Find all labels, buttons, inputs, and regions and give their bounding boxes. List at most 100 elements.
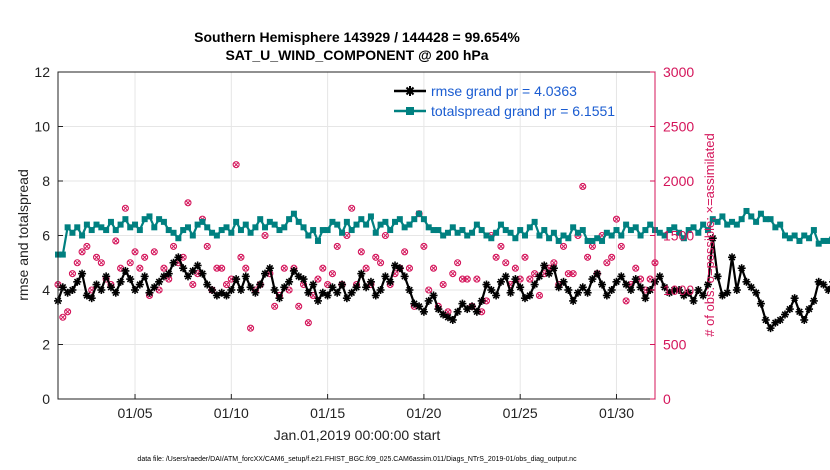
totalspread-point: [777, 221, 784, 228]
totalspread-point: [420, 216, 427, 223]
obs-point: [381, 231, 389, 240]
totalspread-point: [223, 224, 230, 231]
rmse-point: [145, 288, 154, 297]
totalspread-point: [748, 213, 755, 220]
x-tick-label: 01/10: [214, 405, 249, 421]
rmse-point: [299, 275, 308, 284]
totalspread-point: [271, 221, 278, 228]
rmse-point: [270, 286, 279, 294]
rmse-point: [362, 283, 371, 292]
x-tick-label: 01/30: [599, 405, 634, 421]
rmse-point: [540, 261, 549, 270]
totalspread-point: [348, 227, 355, 234]
y-left-tick-label: 6: [42, 228, 50, 244]
rmse-point: [246, 283, 255, 292]
totalspread-point: [213, 232, 220, 239]
totalspread-point: [801, 232, 808, 239]
obs-point: [121, 204, 129, 212]
totalspread-point: [767, 216, 774, 223]
totalspread-point: [483, 232, 490, 239]
totalspread-point: [127, 224, 134, 231]
totalspread-point: [416, 210, 423, 217]
totalspread-point: [493, 229, 500, 236]
obs-point: [222, 280, 231, 289]
rmse-point: [386, 277, 395, 286]
chart-title-line1: Southern Hemisphere 143929 / 144428 = 99…: [194, 29, 520, 45]
obs-point: [232, 161, 240, 169]
totalspread-point: [497, 221, 504, 228]
rmse-point: [150, 283, 159, 292]
rmse-point: [193, 261, 202, 270]
totalspread-point: [565, 235, 572, 242]
totalspread-point: [199, 218, 206, 225]
obs-point: [492, 253, 500, 261]
rmse-point: [655, 272, 664, 281]
rmse-point: [338, 280, 347, 289]
totalspread-point: [324, 227, 331, 234]
totalspread-point: [305, 232, 312, 239]
rmse-point: [73, 277, 82, 286]
totalspread-point: [146, 213, 153, 220]
totalspread-point: [695, 229, 702, 236]
obs-point: [213, 264, 221, 272]
y-right-tick-label: 0: [663, 391, 671, 407]
totalspread-point: [406, 221, 413, 228]
obs-point: [584, 253, 592, 261]
obs-point: [319, 264, 327, 272]
totalspread-point: [806, 235, 813, 242]
rmse-point: [347, 288, 356, 297]
rmse-point: [545, 269, 554, 278]
totalspread-point: [88, 227, 95, 234]
totalspread-point: [820, 237, 827, 244]
legend-rmse-marker: [405, 86, 415, 96]
rmse-point: [598, 280, 607, 289]
obs-point: [203, 242, 211, 250]
obs-point: [526, 275, 534, 283]
rmse-point: [525, 291, 534, 300]
totalspread-point: [560, 232, 567, 239]
obs-point: [439, 280, 447, 289]
totalspread-point: [738, 216, 745, 223]
rmse-point: [636, 283, 645, 292]
rmse-point: [809, 296, 818, 305]
y-left-tick-label: 2: [42, 337, 50, 353]
rmse-point: [824, 286, 830, 294]
obs-point: [295, 302, 303, 310]
spread-series: [55, 207, 830, 258]
grid-lines: [58, 72, 655, 399]
totalspread-point: [132, 221, 139, 228]
rmse-point: [718, 291, 727, 300]
totalspread-point: [729, 218, 736, 225]
rmse-point: [501, 272, 510, 281]
y-right-tick-label: 3000: [663, 64, 694, 80]
obs-point: [612, 215, 621, 223]
rmse-point: [549, 264, 558, 273]
totalspread-point: [160, 218, 167, 225]
totalspread-point: [276, 227, 283, 234]
rmse-point: [439, 310, 448, 319]
y-left-ticks: 0 2 4 6 8 10 12: [34, 64, 63, 407]
legend-spread-marker: [406, 107, 414, 115]
totalspread-point: [334, 221, 341, 228]
obs-point: [588, 242, 596, 250]
data-file-footer: data file: /Users/raeder/DAI/ATM_forcXX/…: [137, 456, 577, 463]
rmse-point: [472, 307, 481, 316]
totalspread-point: [392, 218, 399, 225]
y-left-tick-label: 4: [42, 282, 50, 298]
obs-point: [78, 248, 86, 256]
rmse-point: [641, 294, 650, 303]
rmse-point: [294, 272, 303, 281]
rmse-point: [222, 291, 231, 300]
obs-point: [237, 253, 245, 261]
obs-point: [429, 264, 438, 272]
totalspread-point: [690, 224, 697, 231]
totalspread-point: [449, 224, 456, 231]
totalspread-point: [757, 210, 764, 217]
totalspread-point: [786, 235, 793, 242]
rmse-point: [304, 288, 313, 297]
rmse-point: [251, 288, 260, 297]
totalspread-point: [464, 232, 471, 239]
chart-title-line2: SAT_U_WIND_COMPONENT @ 200 hPa: [225, 47, 488, 63]
rmse-point: [684, 288, 693, 297]
totalspread-point: [574, 229, 581, 236]
